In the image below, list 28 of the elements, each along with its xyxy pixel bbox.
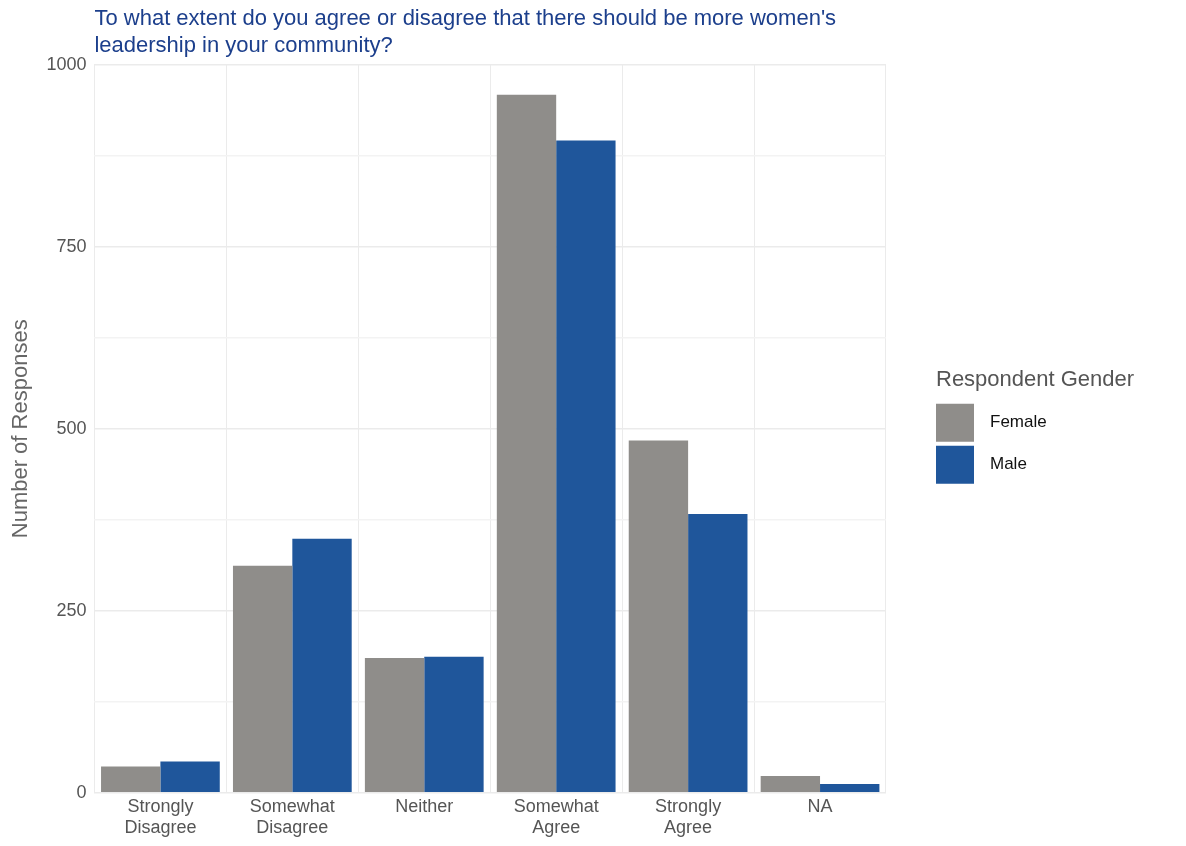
chart-title: To what extent do you agree or disagree that there should be more women's leadership in your community? <box>94 5 837 57</box>
bar <box>424 656 484 793</box>
y-tick-label: 250 <box>56 599 87 620</box>
x-tick-label: Neither <box>395 795 454 816</box>
y-tick-label: 0 <box>76 781 87 802</box>
legend-label: Male <box>990 454 1027 474</box>
bar <box>364 658 425 793</box>
bar <box>556 140 616 793</box>
x-tick-label: NA <box>807 795 833 816</box>
x-tick-label: Strongly Agree <box>655 795 722 838</box>
bar <box>688 513 748 793</box>
y-tick-label: 500 <box>56 417 87 438</box>
bar <box>496 94 557 793</box>
bar <box>160 761 220 793</box>
x-tick-label: Somewhat Disagree <box>249 795 335 838</box>
legend-label: Female <box>990 412 1047 432</box>
y-axis-title: Number of Responses <box>7 319 33 539</box>
legend-title: Respondent Gender <box>936 365 1135 391</box>
bar <box>820 784 880 793</box>
bar <box>232 565 293 793</box>
y-tick-label: 1000 <box>46 53 87 74</box>
bar <box>101 766 161 793</box>
x-tick-label: Strongly Disagree <box>124 795 197 838</box>
bar <box>760 776 821 793</box>
y-tick-label: 750 <box>56 235 87 256</box>
bar <box>628 440 689 793</box>
bar <box>292 538 352 793</box>
x-tick-label: Somewhat Agree <box>513 795 599 838</box>
